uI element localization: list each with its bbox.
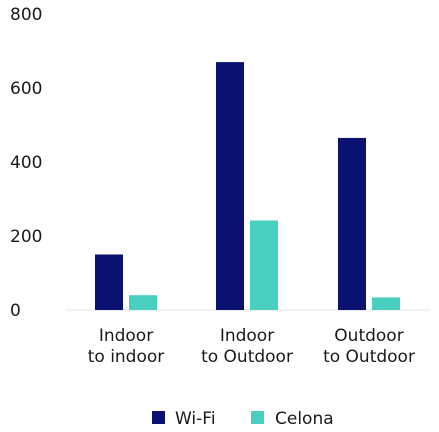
y-tick-label: 800 [10,5,42,25]
x-category-label-line: to Outdoor [201,347,293,367]
legend: Wi-Fi Celona [152,409,334,429]
y-tick-label: 0 [10,301,21,321]
legend-swatch [251,411,264,424]
bar-celona-3 [372,297,400,310]
x-category-label-line: to indoor [88,347,165,367]
y-tick-label: 200 [10,227,42,247]
bars [95,62,400,310]
x-category-label-line: Indoor [220,326,274,346]
bar-wi-fi-3 [338,137,366,310]
legend-item: Wi-Fi [152,409,216,429]
legend-item: Celona [251,409,334,429]
x-category-label-line: Outdoor [334,326,403,346]
y-axis: 0 200 400 600 800 [10,5,42,321]
bar-celona-2 [250,220,278,310]
y-tick-label: 600 [10,79,42,99]
x-category-label-line: to Outdoor [323,347,415,367]
bar-celona-1 [129,295,157,310]
legend-label: Celona [275,409,334,429]
x-category-label-line: Indoor [99,326,153,346]
legend-swatch [152,411,165,424]
bar-wi-fi-1 [95,254,123,310]
y-tick-label: 400 [10,153,42,173]
bar-wi-fi-2 [216,62,244,310]
legend-label: Wi-Fi [175,409,216,429]
